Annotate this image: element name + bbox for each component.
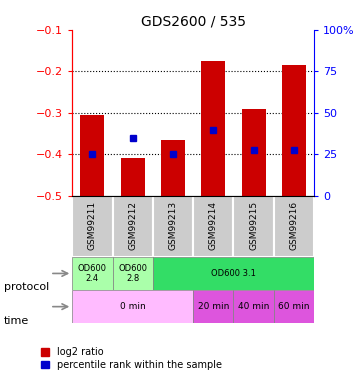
Bar <box>72 257 113 290</box>
Bar <box>113 196 153 257</box>
Bar <box>72 196 113 257</box>
Text: GSM99216: GSM99216 <box>290 201 299 250</box>
Bar <box>282 65 306 196</box>
Text: 40 min: 40 min <box>238 302 269 311</box>
Text: GSM99214: GSM99214 <box>209 201 218 250</box>
Text: 0 min: 0 min <box>120 302 145 311</box>
Bar <box>193 290 234 323</box>
Bar <box>80 115 104 196</box>
Text: OD600
2.4: OD600 2.4 <box>78 264 107 283</box>
Bar <box>113 257 153 290</box>
Bar <box>161 140 185 196</box>
Bar <box>242 109 266 196</box>
Title: GDS2600 / 535: GDS2600 / 535 <box>141 15 245 29</box>
Bar <box>274 290 314 323</box>
Text: GSM99212: GSM99212 <box>128 201 137 250</box>
Text: GSM99213: GSM99213 <box>169 201 178 250</box>
Text: GSM99211: GSM99211 <box>88 201 97 250</box>
Text: 20 min: 20 min <box>197 302 229 311</box>
Text: GSM99215: GSM99215 <box>249 201 258 250</box>
Bar <box>201 61 225 196</box>
Text: protocol: protocol <box>4 282 49 292</box>
Bar <box>72 290 193 323</box>
Bar <box>274 196 314 257</box>
Bar <box>153 196 193 257</box>
Legend: log2 ratio, percentile rank within the sample: log2 ratio, percentile rank within the s… <box>41 347 222 370</box>
Text: 60 min: 60 min <box>278 302 310 311</box>
Bar <box>153 257 314 290</box>
Bar <box>234 196 274 257</box>
Text: OD600
2.8: OD600 2.8 <box>118 264 147 283</box>
Bar <box>121 158 145 196</box>
Bar <box>193 196 234 257</box>
Text: OD600 3.1: OD600 3.1 <box>211 269 256 278</box>
Bar <box>234 290 274 323</box>
Text: time: time <box>4 316 29 326</box>
